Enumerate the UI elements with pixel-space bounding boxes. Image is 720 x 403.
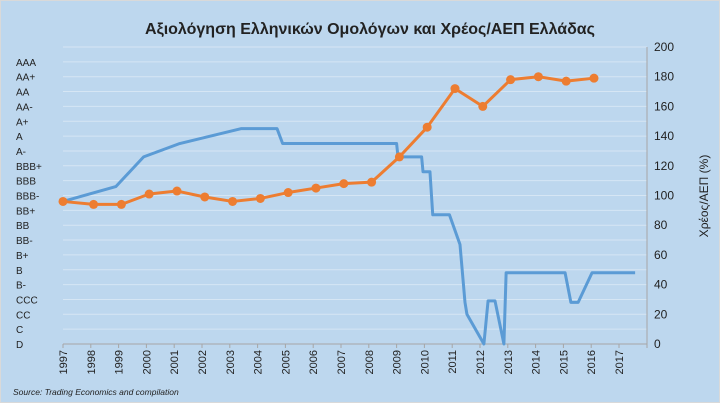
y-left-tick-label: A+ — [16, 117, 29, 128]
debt-point — [561, 76, 571, 86]
y-left-tick-label: D — [16, 340, 23, 351]
y-left-tick-label: AA — [16, 88, 30, 99]
y-left-tick-label: BBB- — [16, 192, 39, 203]
y-right-tick-label: 180 — [654, 70, 674, 84]
x-tick-label: 1999 — [114, 350, 126, 374]
debt-point — [89, 199, 99, 209]
x-tick-label: 2012 — [475, 350, 487, 374]
rating-line — [62, 127, 636, 346]
y-right-tick-label: 140 — [654, 129, 674, 143]
y-left-tick-label: BB+ — [16, 206, 35, 217]
x-tick-label: 2011 — [447, 350, 459, 374]
x-tick-label: 2007 — [336, 350, 348, 374]
debt-point — [255, 193, 265, 203]
debt-point — [228, 196, 238, 206]
debt-point — [533, 72, 543, 82]
y-left-tick-label: BBB — [16, 177, 36, 188]
x-tick-label: 2004 — [253, 350, 265, 374]
debt-point — [144, 189, 154, 199]
y-left-tick-label: CCC — [16, 295, 38, 306]
y-left-tick-label: B+ — [16, 251, 29, 262]
debt-point — [172, 186, 182, 196]
y-left-tick-label: CC — [16, 310, 30, 321]
y-left-tick-label: AA- — [16, 102, 33, 113]
debt-point — [311, 183, 321, 193]
debt-point — [200, 192, 210, 202]
y-right-axis-label: Χρέος/ΑΕΠ (%) — [697, 155, 711, 238]
debt-point — [394, 152, 404, 162]
y-right-tick-label: 120 — [654, 159, 674, 173]
debt-point — [283, 188, 293, 198]
debt-point — [589, 73, 599, 83]
x-tick-label: 2001 — [169, 350, 181, 374]
y-right-tick-label: 20 — [654, 307, 668, 321]
x-tick-label: 2013 — [503, 350, 515, 374]
x-tick-label: 2014 — [531, 350, 543, 374]
y-right-tick-label: 60 — [654, 248, 668, 262]
debt-point — [116, 199, 126, 209]
x-tick-label: 2006 — [308, 350, 320, 374]
debt-point — [478, 101, 488, 111]
debt-point — [506, 75, 516, 85]
y-left-tick-label: A — [16, 132, 23, 143]
x-tick-label: 2010 — [419, 350, 431, 374]
x-tick-label: 1998 — [86, 350, 98, 374]
x-tick-label: 2002 — [197, 350, 209, 374]
y-left-tick-label: B- — [16, 281, 26, 292]
y-left-tick-label: AAA — [16, 58, 36, 69]
y-left-tick-label: BBB+ — [16, 162, 42, 173]
y-right-tick-label: 0 — [654, 337, 661, 351]
debt-point — [339, 179, 349, 189]
debt-point — [450, 84, 460, 94]
x-tick-label: 2017 — [614, 350, 626, 374]
x-tick-label: 2008 — [364, 350, 376, 374]
y-left-tick-label: AA+ — [16, 73, 35, 84]
x-tick-label: 2016 — [586, 350, 598, 374]
debt-point — [422, 122, 432, 132]
y-left-tick-label: BB- — [16, 236, 33, 247]
x-tick-label: 2005 — [280, 350, 292, 374]
y-left-tick-label: A- — [16, 147, 26, 158]
x-tick-label: 2003 — [225, 350, 237, 374]
x-tick-label: 1997 — [58, 350, 70, 374]
y-right-tick-label: 40 — [654, 278, 668, 292]
y-left-tick-label: B — [16, 266, 23, 277]
debt-point — [367, 177, 377, 187]
x-tick-label: 2009 — [392, 350, 404, 374]
x-tick-label: 2015 — [558, 350, 570, 374]
y-right-tick-label: 200 — [654, 40, 674, 54]
chart-title: Αξιολόγηση Ελληνικών Ομολόγων και Χρέος/… — [145, 21, 595, 38]
y-right-tick-label: 80 — [654, 218, 668, 232]
y-right-tick-label: 160 — [654, 99, 674, 113]
y-right-tick-label: 100 — [654, 189, 674, 203]
y-left-tick-label: C — [16, 325, 23, 336]
source-note: Source: Trading Economics and compilatio… — [13, 387, 179, 397]
debt-line — [62, 75, 595, 206]
x-tick-label: 2000 — [141, 350, 153, 374]
debt-point — [58, 196, 68, 206]
y-left-tick-label: BB — [16, 221, 30, 232]
